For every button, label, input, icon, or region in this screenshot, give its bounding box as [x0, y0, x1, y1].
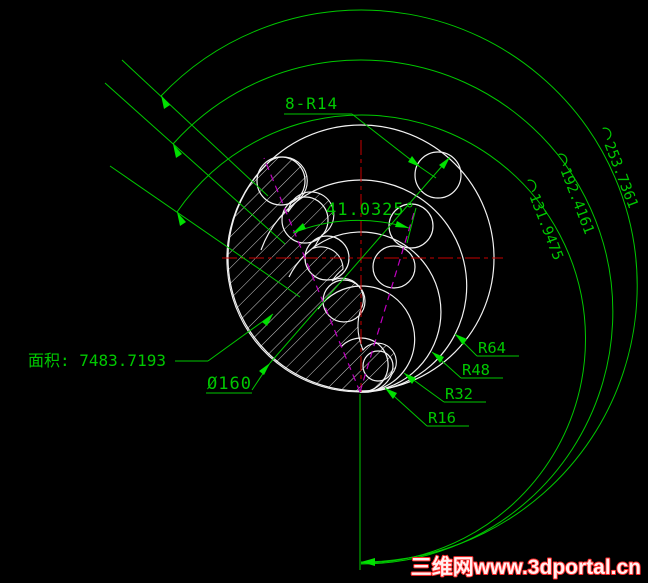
lobe-circle-r14 — [388, 203, 434, 249]
lobe-axis-left — [263, 157, 361, 393]
arc-symbol-icon — [558, 153, 568, 167]
arrow-r48 — [432, 352, 444, 363]
dimension-arrows — [161, 95, 467, 566]
watermark-text: 三维网www.3dportal.cn — [411, 555, 641, 579]
arc-symbol-icon — [527, 179, 537, 193]
centerlines — [222, 140, 503, 392]
arrow-diameter-upper — [439, 157, 450, 169]
arrow-area-leader — [262, 314, 273, 326]
arrow-arcs-bottom — [361, 558, 375, 566]
lobe-circle-r14 — [372, 245, 416, 289]
pattern-leader-tail — [419, 166, 437, 179]
arrow-diameter-lower — [259, 363, 270, 375]
area-leader-diagonal — [207, 313, 274, 362]
radius-label-r16: R16 — [428, 409, 456, 427]
pattern-label: 8-R14 — [285, 94, 338, 113]
angle-extension-line — [406, 207, 417, 244]
arrow-angle-right — [395, 221, 409, 228]
arrow-arc1-start — [161, 95, 170, 109]
spiral-arc-r16 — [340, 337, 389, 393]
arc-length-dim-131 — [176, 114, 586, 564]
spiral-arc-r32 — [317, 285, 416, 393]
arrow-r32 — [404, 373, 416, 384]
arc-length-dim-253 — [160, 9, 638, 563]
angle-label: 41.0325° — [326, 200, 416, 220]
dimension-lines — [104, 9, 638, 570]
arrow-arc2-start — [173, 144, 182, 158]
spiral-arc-r64 — [260, 179, 468, 393]
radius-label-r32: R32 — [445, 385, 473, 403]
lobe-axes — [263, 157, 415, 393]
arrow-r16 — [385, 388, 397, 399]
arrow-angle-left — [293, 223, 306, 233]
diameter-dimension-line — [269, 156, 451, 364]
lobe-circle-r14 — [362, 350, 394, 382]
radius-label-r64: R64 — [478, 339, 506, 357]
lobe-circle-r14 — [281, 196, 329, 244]
radius-label-r48: R48 — [462, 361, 490, 379]
lobe-circle-r14 — [414, 151, 462, 199]
arc-length-dim-192 — [172, 59, 614, 565]
arc-symbol-icon — [602, 127, 612, 141]
extension-line-1 — [121, 59, 269, 197]
extension-line-2 — [104, 82, 286, 245]
extension-line-3 — [109, 165, 301, 298]
arrow-pattern-leader — [408, 156, 420, 167]
arrow-r64 — [455, 334, 467, 345]
pattern-leader — [351, 113, 421, 168]
arrow-arc3-start — [177, 212, 186, 226]
area-label: 面积: 7483.7193 — [28, 351, 166, 370]
diameter-label: Ø160 — [207, 374, 252, 394]
lobe-circle-r14 — [256, 156, 306, 206]
